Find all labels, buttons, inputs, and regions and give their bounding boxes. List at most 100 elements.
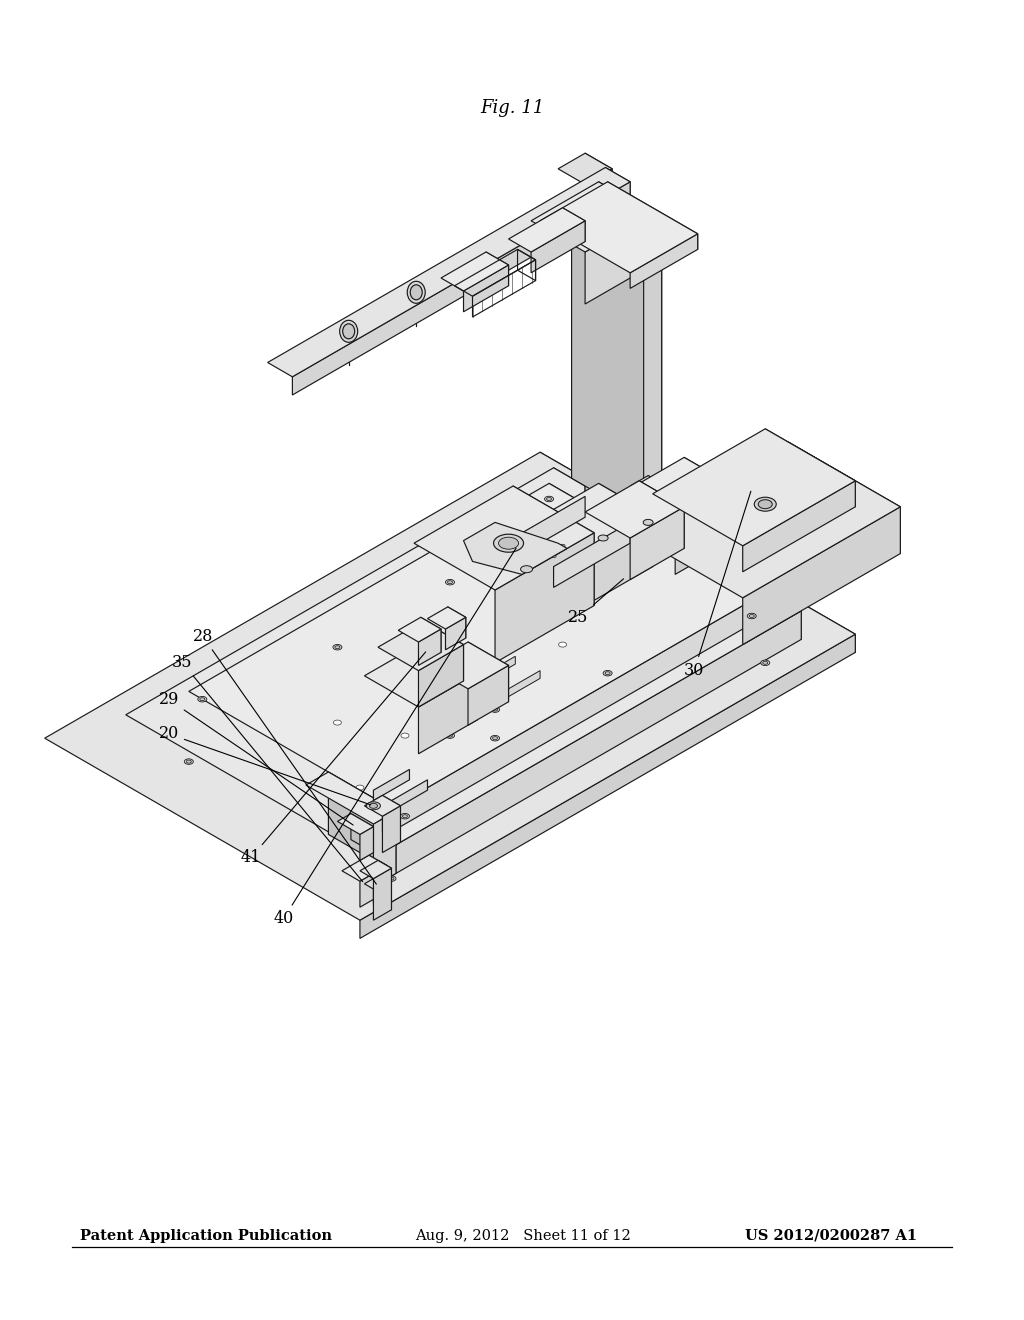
Polygon shape bbox=[378, 861, 391, 909]
Ellipse shape bbox=[186, 760, 191, 763]
Polygon shape bbox=[419, 630, 441, 665]
Polygon shape bbox=[374, 810, 396, 887]
Polygon shape bbox=[351, 813, 374, 853]
Polygon shape bbox=[585, 515, 652, 606]
Polygon shape bbox=[549, 483, 752, 624]
Polygon shape bbox=[427, 642, 509, 689]
Ellipse shape bbox=[748, 614, 756, 619]
Polygon shape bbox=[126, 467, 801, 858]
Polygon shape bbox=[423, 622, 464, 681]
Polygon shape bbox=[571, 193, 662, 531]
Polygon shape bbox=[188, 483, 752, 808]
Polygon shape bbox=[427, 607, 466, 630]
Ellipse shape bbox=[758, 500, 772, 508]
Polygon shape bbox=[120, 140, 890, 880]
Ellipse shape bbox=[198, 697, 207, 702]
Polygon shape bbox=[378, 876, 387, 896]
Ellipse shape bbox=[520, 566, 532, 573]
Polygon shape bbox=[585, 169, 612, 523]
Polygon shape bbox=[464, 265, 509, 312]
Ellipse shape bbox=[755, 498, 776, 511]
Text: 40: 40 bbox=[273, 548, 516, 927]
Text: Patent Application Publication: Patent Application Publication bbox=[80, 1229, 332, 1243]
Text: Fig. 11: Fig. 11 bbox=[480, 99, 544, 117]
Polygon shape bbox=[447, 656, 515, 704]
Ellipse shape bbox=[447, 615, 453, 618]
Polygon shape bbox=[531, 483, 652, 553]
Ellipse shape bbox=[401, 733, 409, 738]
Ellipse shape bbox=[367, 801, 381, 809]
Text: 41: 41 bbox=[241, 652, 426, 866]
Polygon shape bbox=[421, 618, 441, 652]
Polygon shape bbox=[45, 453, 855, 920]
Polygon shape bbox=[342, 855, 387, 882]
Ellipse shape bbox=[334, 721, 341, 725]
Polygon shape bbox=[374, 611, 801, 887]
Polygon shape bbox=[675, 502, 693, 574]
Polygon shape bbox=[585, 153, 612, 507]
Polygon shape bbox=[495, 533, 594, 663]
Polygon shape bbox=[554, 523, 630, 587]
Polygon shape bbox=[447, 607, 466, 638]
Polygon shape bbox=[441, 252, 509, 290]
Text: US 2012/0200287 A1: US 2012/0200287 A1 bbox=[745, 1229, 918, 1243]
Polygon shape bbox=[382, 805, 400, 853]
Polygon shape bbox=[359, 861, 391, 879]
Ellipse shape bbox=[402, 814, 408, 817]
Polygon shape bbox=[374, 882, 387, 904]
Ellipse shape bbox=[200, 698, 205, 701]
Polygon shape bbox=[540, 182, 697, 273]
Polygon shape bbox=[599, 483, 652, 566]
Polygon shape bbox=[513, 486, 594, 606]
Polygon shape bbox=[607, 182, 697, 249]
Ellipse shape bbox=[446, 630, 454, 634]
Ellipse shape bbox=[547, 498, 552, 500]
Polygon shape bbox=[531, 182, 652, 252]
Ellipse shape bbox=[184, 759, 194, 764]
Polygon shape bbox=[423, 642, 477, 719]
Text: 25: 25 bbox=[568, 578, 624, 626]
Polygon shape bbox=[338, 813, 374, 834]
Polygon shape bbox=[382, 796, 400, 842]
Polygon shape bbox=[267, 168, 630, 376]
Ellipse shape bbox=[340, 321, 357, 342]
Polygon shape bbox=[585, 480, 684, 539]
Polygon shape bbox=[464, 523, 567, 574]
Polygon shape bbox=[468, 642, 509, 702]
Polygon shape bbox=[359, 826, 374, 861]
Text: 29: 29 bbox=[159, 692, 353, 825]
Polygon shape bbox=[374, 869, 391, 920]
Polygon shape bbox=[558, 153, 612, 185]
Ellipse shape bbox=[643, 519, 653, 525]
Polygon shape bbox=[554, 467, 801, 639]
Polygon shape bbox=[378, 622, 464, 671]
Polygon shape bbox=[605, 168, 630, 201]
Ellipse shape bbox=[598, 535, 608, 541]
Polygon shape bbox=[662, 483, 729, 536]
Ellipse shape bbox=[490, 735, 500, 741]
Polygon shape bbox=[562, 207, 585, 242]
Ellipse shape bbox=[343, 323, 354, 339]
Ellipse shape bbox=[370, 804, 378, 808]
Ellipse shape bbox=[493, 737, 498, 739]
Ellipse shape bbox=[558, 642, 566, 647]
Ellipse shape bbox=[603, 671, 612, 676]
Polygon shape bbox=[644, 244, 662, 541]
Polygon shape bbox=[616, 458, 729, 523]
Polygon shape bbox=[419, 644, 464, 708]
Polygon shape bbox=[365, 796, 400, 816]
Ellipse shape bbox=[447, 581, 453, 583]
Polygon shape bbox=[630, 234, 697, 288]
Text: Aug. 9, 2012   Sheet 11 of 12: Aug. 9, 2012 Sheet 11 of 12 bbox=[415, 1229, 631, 1243]
Ellipse shape bbox=[499, 537, 518, 549]
Ellipse shape bbox=[446, 681, 454, 686]
Ellipse shape bbox=[494, 535, 523, 552]
Ellipse shape bbox=[558, 543, 567, 549]
Ellipse shape bbox=[551, 554, 556, 557]
Polygon shape bbox=[648, 475, 693, 564]
Text: 30: 30 bbox=[684, 491, 751, 678]
Polygon shape bbox=[742, 480, 855, 572]
Polygon shape bbox=[329, 772, 396, 874]
Ellipse shape bbox=[605, 672, 610, 675]
Polygon shape bbox=[486, 252, 509, 286]
